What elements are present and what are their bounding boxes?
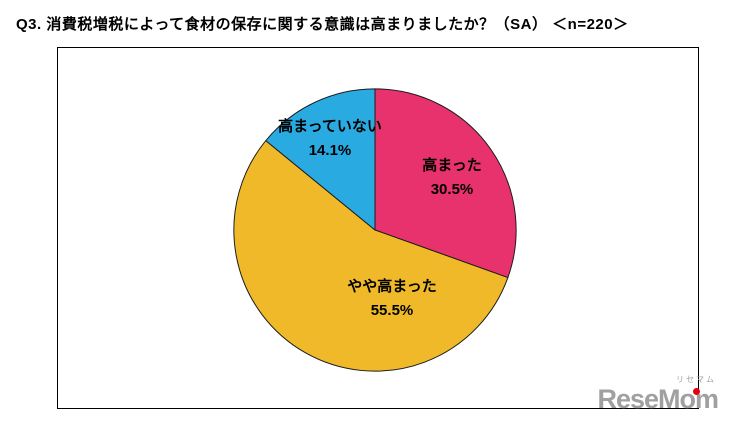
resemom-logo-text: ReseMom [597, 384, 719, 414]
resemom-logo: リセマム ReseMom [597, 374, 719, 414]
resemom-logo-red-dot-icon [693, 388, 700, 395]
pie-slice [265, 88, 376, 231]
resemom-logo-kana: リセマム [676, 375, 716, 384]
pie-slice [374, 88, 517, 279]
resemom-logo-wordmark: ReseMom [597, 384, 719, 414]
page-title: Q3. 消費税増税によって食材の保存に関する意識は高まりましたか？（SA） ＜n… [16, 16, 629, 33]
pie-chart [233, 88, 517, 372]
pie-slice [233, 140, 509, 372]
